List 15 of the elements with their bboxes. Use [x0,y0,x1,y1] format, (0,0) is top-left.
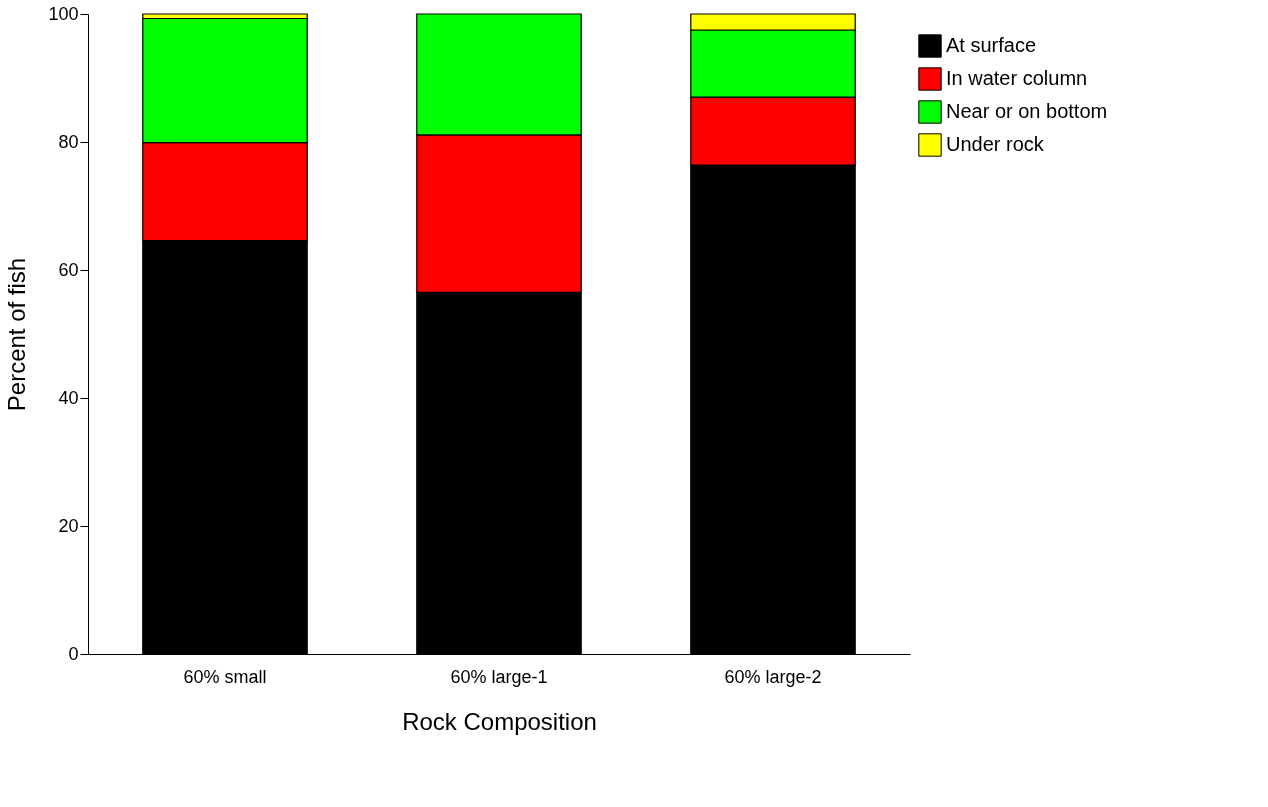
y-tick-label: 60 [58,259,79,280]
legend-label: Near or on bottom [946,100,1108,122]
y-tick-label: 100 [48,3,79,24]
x-axis-title: Rock Composition [402,707,597,735]
y-tick-label: 80 [58,131,79,152]
legend-label: Under rock [946,133,1045,155]
y-tick-label: 20 [58,515,79,536]
legend-label: In water column [946,67,1088,89]
y-axis-title: Percent of fish [3,257,31,412]
x-tick-label: 60% small [183,666,267,687]
y-tick-label: 40 [58,387,79,408]
y-tick-label: 0 [68,643,79,664]
x-tick-label: 60% large-2 [724,666,822,687]
x-tick-label: 60% large-1 [450,666,548,687]
legend-label: At surface [946,34,1037,56]
